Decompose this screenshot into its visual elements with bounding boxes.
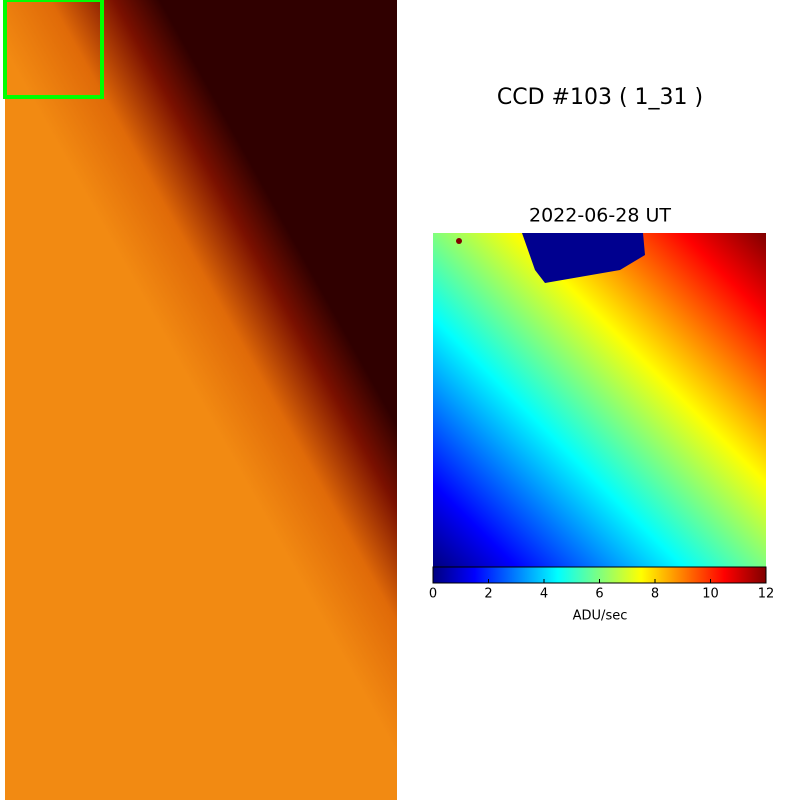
tick-label: 8 bbox=[651, 587, 659, 602]
zoom-image bbox=[433, 233, 766, 567]
ccd-image bbox=[5, 0, 397, 800]
tick-label: 2 bbox=[484, 587, 492, 602]
zoom-box bbox=[3, 0, 104, 99]
title: CCD #103 ( 1_31 ) bbox=[497, 85, 703, 110]
tick-label: 6 bbox=[595, 587, 603, 602]
colorbar-label: ADU/sec bbox=[573, 609, 628, 624]
tick-label: 12 bbox=[758, 587, 775, 602]
tick-label: 4 bbox=[540, 587, 548, 602]
colorbar-ticks: 0 2 4 6 8 10 12 bbox=[429, 579, 774, 602]
tick-label: 10 bbox=[702, 587, 719, 602]
hot-pixel bbox=[456, 238, 462, 244]
subtitle: 2022-06-28 UT bbox=[529, 205, 671, 227]
tick-label: 0 bbox=[429, 587, 437, 602]
shadow-region bbox=[522, 233, 645, 283]
